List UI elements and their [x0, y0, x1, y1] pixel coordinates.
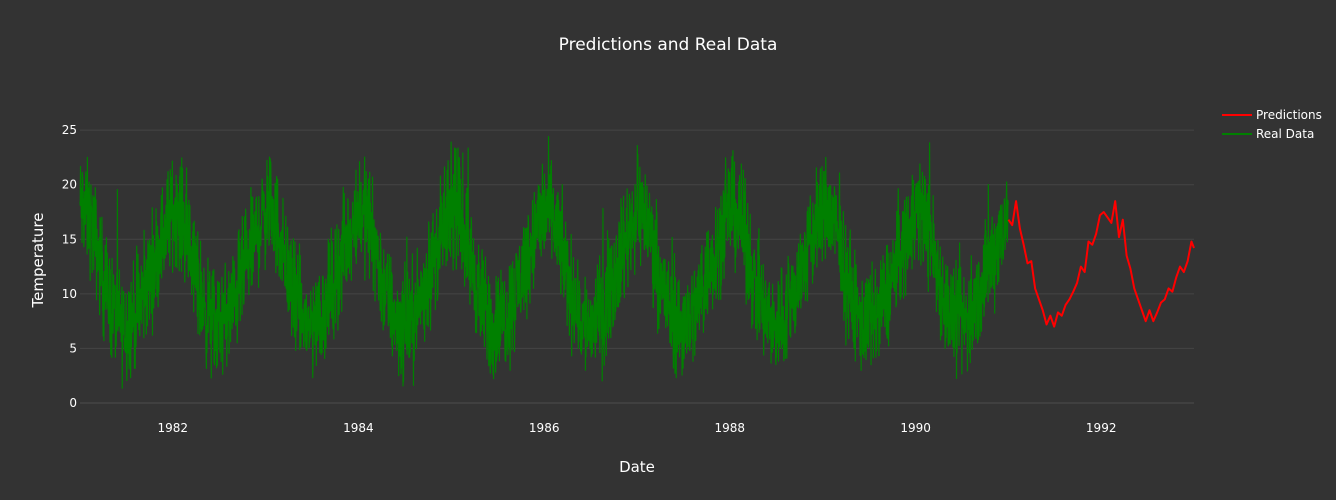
- x-axis-title: Date: [619, 458, 655, 476]
- chart-title: Predictions and Real Data: [559, 35, 778, 55]
- x-tick-label: 1984: [343, 421, 374, 435]
- x-tick-label: 1992: [1086, 421, 1117, 435]
- y-tick-label: 0: [69, 396, 77, 410]
- x-tick-label: 1990: [900, 421, 931, 435]
- legend-item-predictions[interactable]: Predictions: [1222, 108, 1322, 122]
- y-tick-label: 20: [62, 178, 77, 192]
- y-axis-title: Temperature: [29, 212, 47, 308]
- y-tick-labels: 0 5 10 15 20 25: [62, 123, 77, 410]
- legend-item-real-data[interactable]: Real Data: [1222, 127, 1314, 141]
- y-tick-label: 15: [62, 232, 77, 246]
- x-tick-label: 1988: [715, 421, 746, 435]
- y-tick-label: 25: [62, 123, 77, 137]
- legend-label-real-data: Real Data: [1256, 127, 1314, 141]
- x-tick-label: 1982: [158, 421, 189, 435]
- y-tick-label: 10: [62, 287, 77, 301]
- legend-label-predictions: Predictions: [1256, 108, 1322, 122]
- predictions-line: [1007, 200, 1195, 328]
- real-data-line: [79, 136, 1009, 389]
- plot-area: [79, 136, 1195, 389]
- x-tick-labels: 1982 1984 1986 1988 1990 1992: [158, 421, 1117, 435]
- legend[interactable]: Predictions Real Data: [1222, 108, 1322, 141]
- x-tick-label: 1986: [529, 421, 560, 435]
- y-tick-label: 5: [69, 341, 77, 355]
